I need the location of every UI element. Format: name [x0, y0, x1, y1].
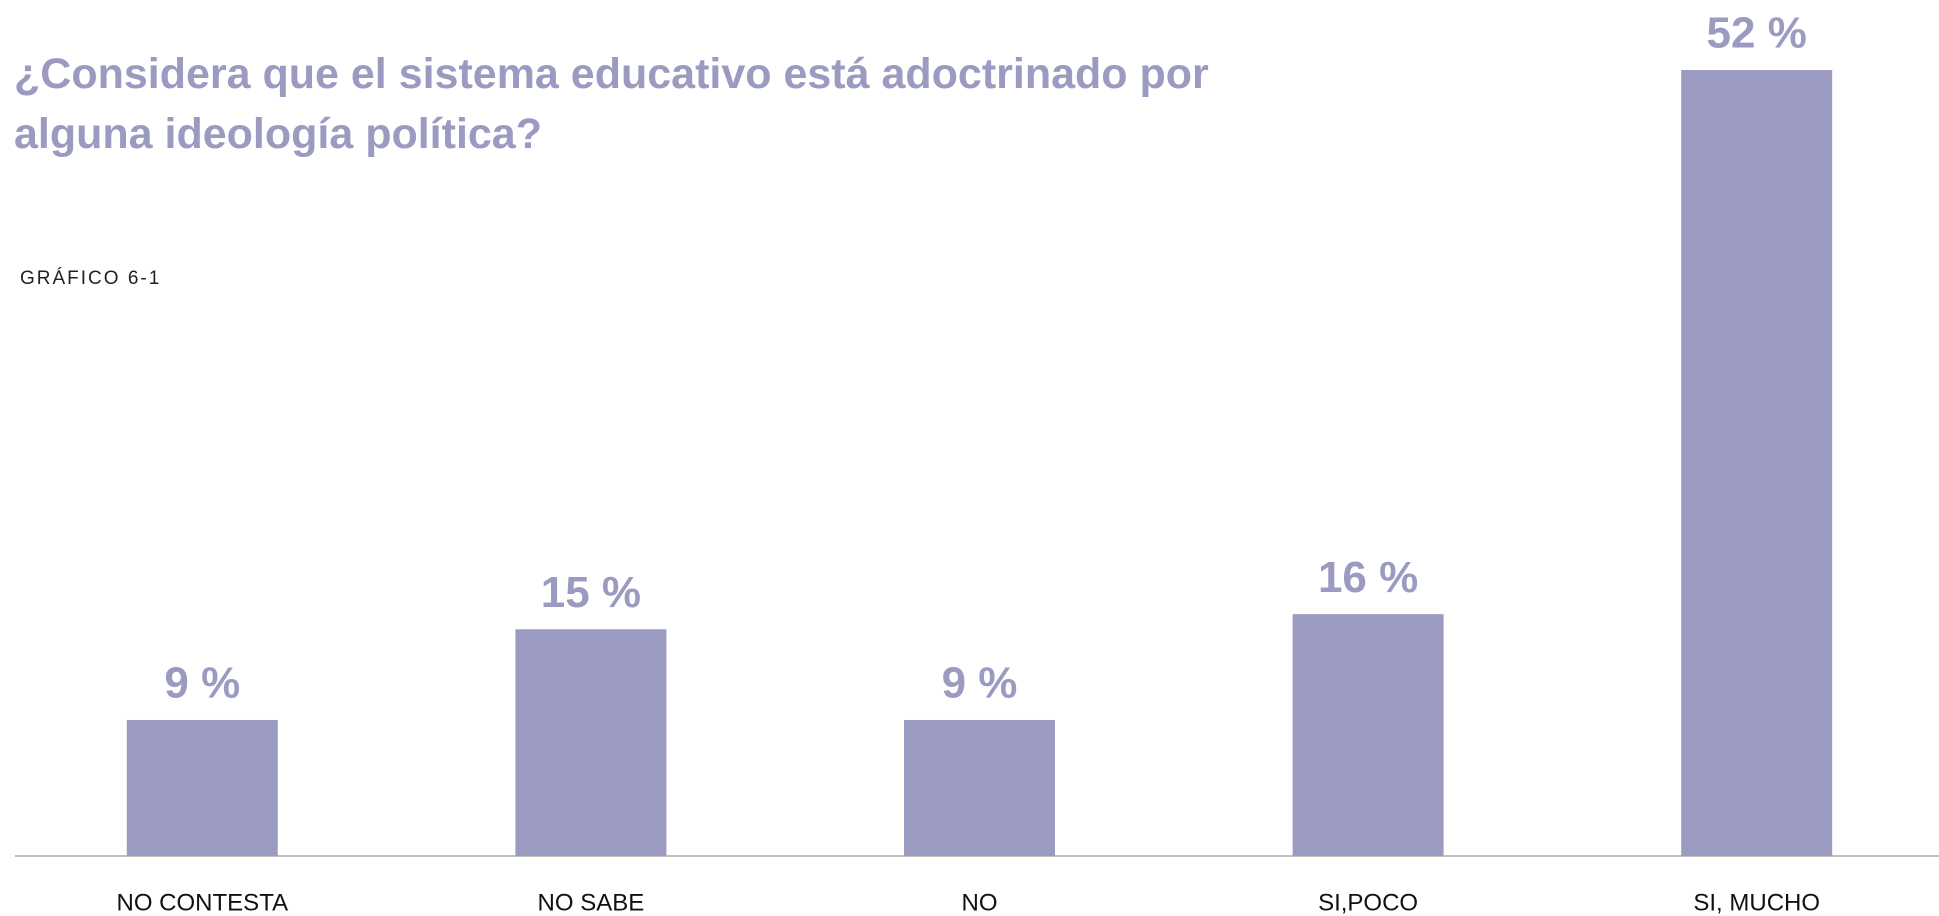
bar — [515, 629, 667, 856]
value-label: 15 % — [541, 568, 641, 617]
bar — [1681, 70, 1833, 856]
bar — [1292, 614, 1444, 856]
x-tick-label: SI, MUCHO — [1693, 889, 1820, 916]
x-tick-label: NO SABE — [538, 889, 645, 916]
value-label: 16 % — [1318, 553, 1418, 602]
x-tick-label: SI,POCO — [1318, 889, 1418, 916]
chart-subtitle: GRÁFICO 6-1 — [20, 268, 162, 289]
value-label: 9 % — [942, 659, 1018, 708]
x-tick-label: NO — [962, 889, 998, 916]
bar — [904, 719, 1055, 856]
bar — [126, 719, 278, 856]
x-tick-label: NO CONTESTA — [117, 889, 289, 916]
chart-title: ¿Considera que el sistema educativo está… — [14, 50, 1209, 158]
value-label: 9 % — [164, 659, 240, 708]
value-label: 52 % — [1707, 9, 1807, 58]
